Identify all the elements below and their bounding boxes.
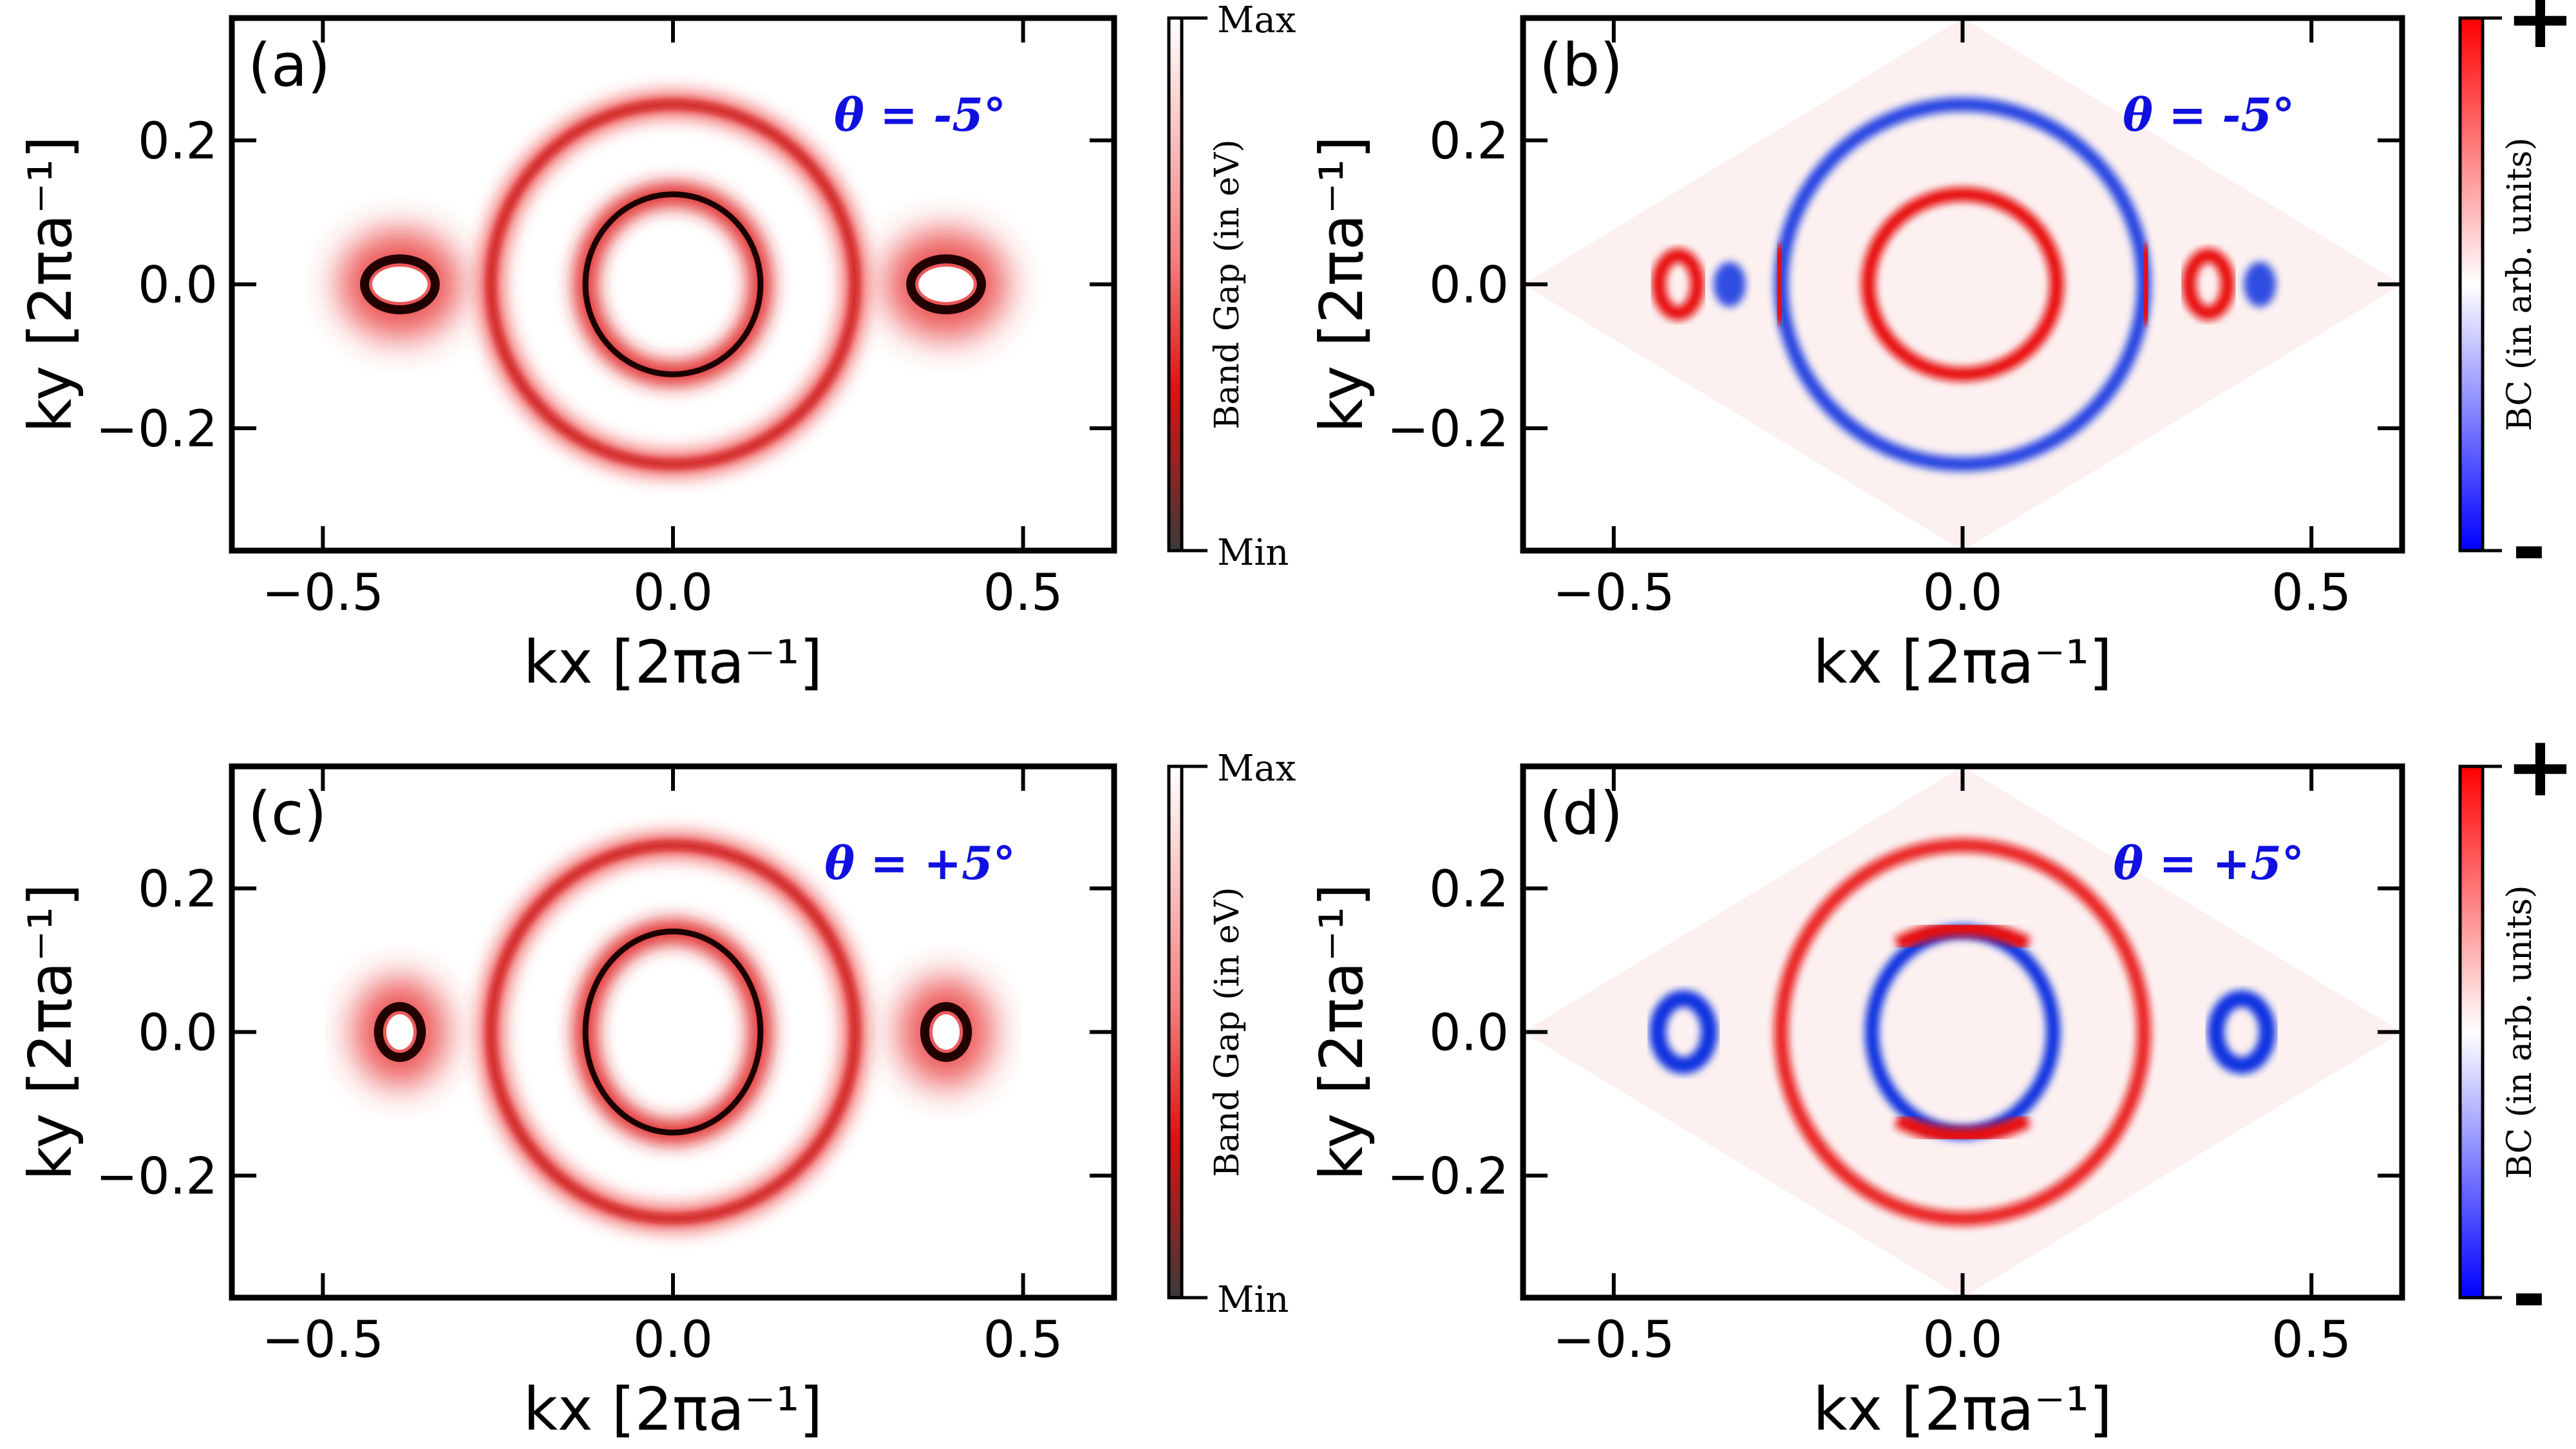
theta-label: θ = +5° (824, 837, 1015, 890)
colorbar-minus-label: - (2512, 498, 2546, 596)
x-tick-label: 0.0 (1922, 564, 2002, 622)
colorbar-b: + - BC (in arb. units) (2458, 0, 2575, 596)
outer-ring (1774, 838, 2152, 1226)
x-axis-label: kx [2πa⁻¹] (1813, 1375, 2112, 1444)
colorbar-plus-label: + (2505, 0, 2575, 67)
y-tick-label: −0.2 (1387, 1148, 1509, 1206)
panel-label: (b) (1539, 31, 1623, 100)
panel-label: (d) (1539, 779, 1623, 848)
side-pocket-positive (1651, 248, 1705, 321)
colorbar-max-label: Max (1217, 748, 1296, 790)
colorbar-min-label: Min (1217, 532, 1289, 574)
y-axis-label: ky [2πa⁻¹] (16, 884, 85, 1180)
panel-label: (a) (248, 31, 330, 100)
colorbar-gradient (1167, 764, 1184, 1300)
theta-label: θ = -5° (834, 88, 1006, 142)
colorbar-c: Max Min Band Gap (in eV) (1167, 748, 1296, 1321)
side-pocket-core (918, 266, 974, 303)
panel-b: −0.5 0.0 0.5 −0.2 0.0 0.2 kx [2πa⁻¹] ky [2πa⁻¹]… (1307, 15, 2405, 697)
y-tick-label: 0.2 (138, 861, 218, 919)
side-pocket-core (372, 266, 428, 303)
y-tick-label: 0.2 (1429, 861, 1509, 919)
colorbar-title: BC (in arb. units) (2501, 885, 2539, 1179)
colorbar-gradient (2458, 764, 2485, 1300)
panel-label: (c) (248, 779, 327, 848)
brillouin-zone (1523, 18, 2402, 551)
x-tick-label: 0.0 (1922, 1311, 2002, 1369)
panel-c: −0.5 0.0 0.5 −0.2 0.0 0.2 kx [2πa⁻¹] ky [2πa⁻¹]… (16, 763, 1117, 1444)
x-axis-label: kx [2πa⁻¹] (1813, 628, 2112, 697)
panel-a: −0.5 0.0 0.5 −0.2 0.0 0.2 kx [2πa⁻¹] ky [2πa⁻¹]… (16, 15, 1117, 697)
y-axis-label: ky [2πa⁻¹] (1307, 136, 1376, 433)
y-tick-label: 0.0 (1429, 1005, 1509, 1063)
outer-ring-side (1770, 244, 1788, 325)
plot-area (353, 833, 993, 1231)
plot-area (339, 92, 1007, 477)
colorbar-a: Max Min Band Gap (in eV) (1167, 0, 1296, 574)
y-tick-label: 0.0 (138, 257, 218, 315)
colorbar-title: Band Gap (in eV) (1208, 887, 1247, 1177)
outer-ring-side (2137, 244, 2155, 325)
y-tick-label: 0.2 (1429, 113, 1509, 171)
colorbar-title: Band Gap (in eV) (1208, 139, 1247, 429)
x-tick-label: −0.5 (262, 1311, 384, 1369)
inner-ring (582, 928, 764, 1136)
colorbar-max-label: Max (1217, 0, 1296, 41)
inner-ring (582, 191, 764, 377)
side-pocket-ring (374, 1002, 426, 1062)
colorbar-min-label: Min (1217, 1279, 1289, 1321)
y-tick-label: 0.0 (138, 1005, 218, 1063)
inner-ring-bottom (1894, 1112, 2031, 1144)
y-axis-label: ky [2πa⁻¹] (1307, 884, 1376, 1180)
colorbar-gradient (1167, 16, 1184, 553)
y-tick-label: 0.2 (138, 113, 218, 171)
colorbar-gradient (2458, 16, 2485, 553)
x-axis-label: kx [2πa⁻¹] (524, 1375, 823, 1444)
side-pocket-positive (2182, 248, 2235, 321)
plot-area (1523, 766, 2402, 1298)
x-tick-label: −0.5 (1553, 564, 1674, 622)
y-tick-label: −0.2 (1387, 401, 1509, 459)
x-axis-label: kx [2πa⁻¹] (524, 628, 823, 697)
theta-label: θ = -5° (2123, 88, 2295, 142)
x-tick-label: 0.5 (2271, 564, 2351, 622)
x-tick-label: −0.5 (1553, 1311, 1674, 1369)
side-pocket-negative (1649, 990, 1718, 1074)
x-tick-label: 0.5 (2271, 1311, 2351, 1369)
x-tick-label: 0.5 (983, 564, 1063, 622)
side-pocket-negative (2244, 261, 2277, 307)
brillouin-zone (1523, 766, 2402, 1298)
inner-ring-top (1894, 920, 2031, 952)
x-tick-label: 0.5 (983, 1311, 1063, 1369)
side-pocket-ring (360, 254, 440, 315)
side-pocket-ring (906, 254, 986, 315)
side-pocket-core (386, 1014, 414, 1050)
colorbar-minus-label: - (2512, 1245, 2546, 1343)
theta-label: θ = +5° (2113, 837, 2304, 890)
outer-ring (487, 100, 859, 468)
side-pocket-core (932, 1014, 960, 1050)
colorbar-d: + - BC (in arb. units) (2458, 717, 2575, 1343)
colorbar-plus-label: + (2505, 717, 2575, 815)
x-tick-label: −0.5 (262, 564, 384, 622)
side-pocket-ring (920, 1002, 972, 1062)
y-axis-label: ky [2πa⁻¹] (16, 136, 85, 433)
panel-d: −0.5 0.0 0.5 −0.2 0.0 0.2 kx [2πa⁻¹] ky [2πa⁻¹]… (1307, 763, 2405, 1444)
x-tick-label: 0.0 (633, 1311, 713, 1369)
side-pocket-negative (2207, 990, 2276, 1074)
x-tick-label: 0.0 (633, 564, 713, 622)
plot-area (1523, 18, 2402, 551)
y-tick-label: −0.2 (96, 1148, 218, 1206)
y-tick-label: −0.2 (96, 401, 218, 459)
y-tick-label: 0.0 (1429, 257, 1509, 315)
side-pocket-negative (1713, 261, 1746, 307)
inner-ring (1861, 187, 2064, 382)
colorbar-title: BC (in arb. units) (2501, 137, 2539, 431)
outer-ring (487, 841, 859, 1223)
